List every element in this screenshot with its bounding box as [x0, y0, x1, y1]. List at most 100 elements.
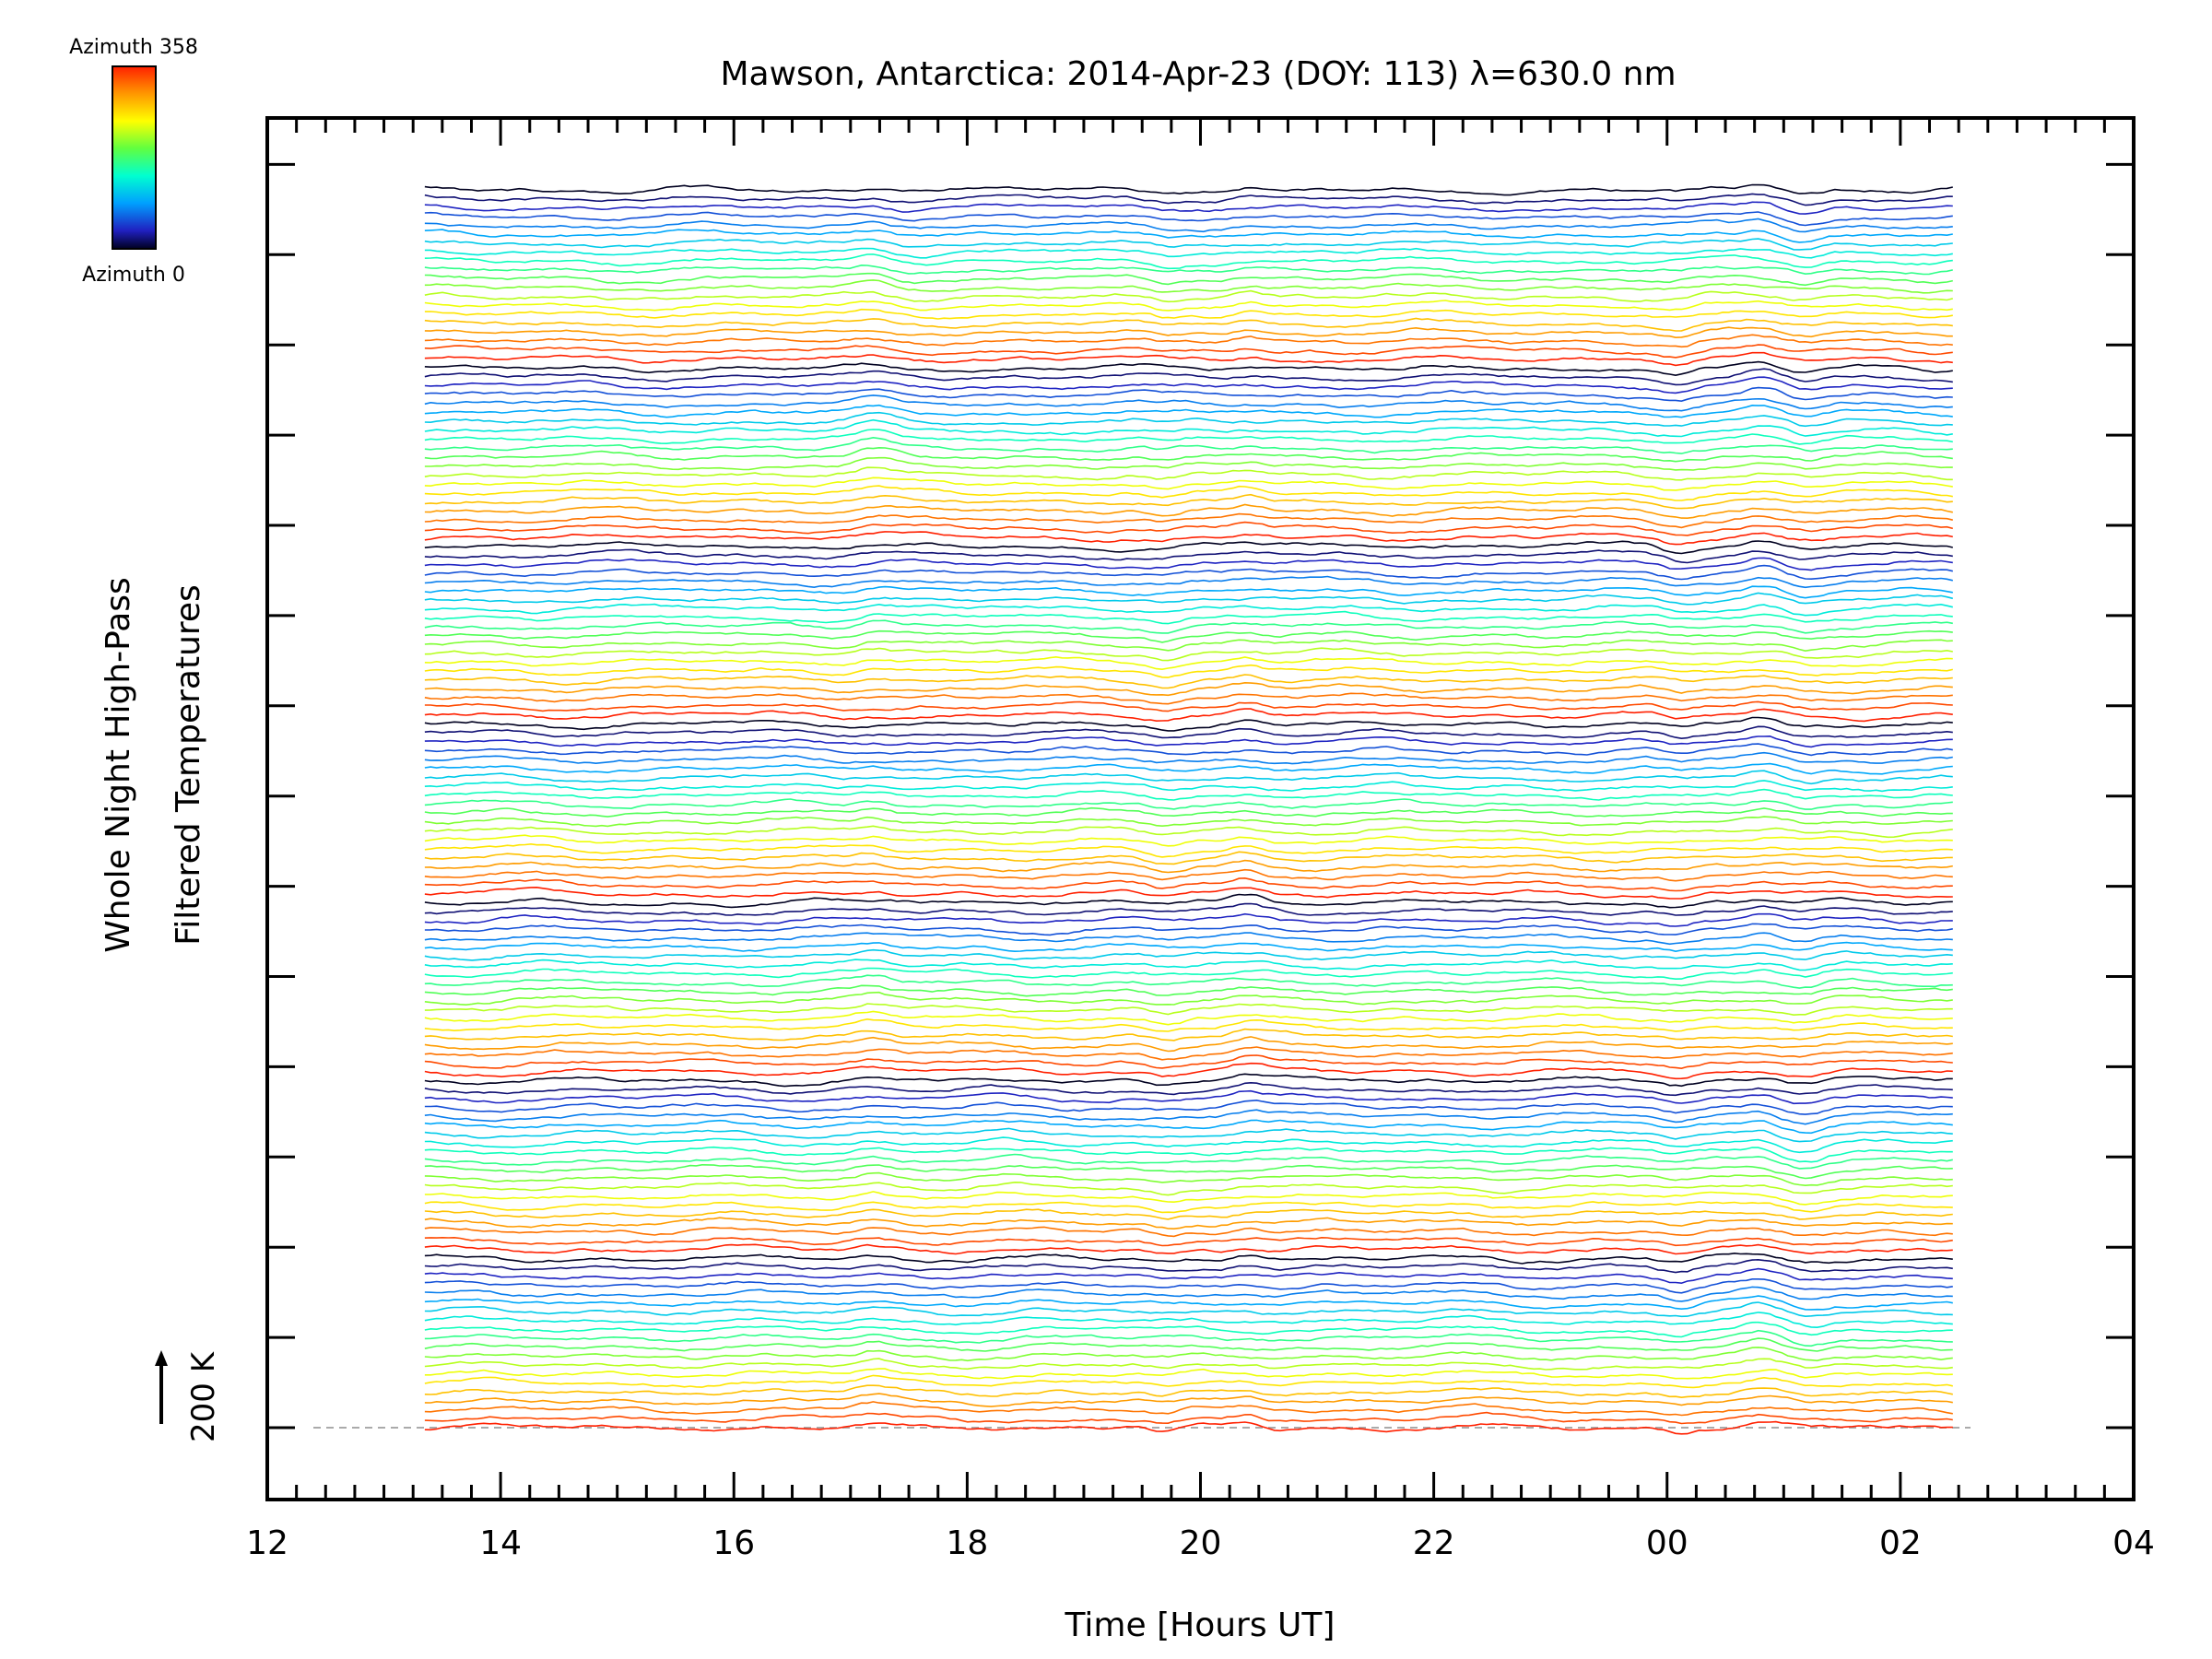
series-line — [424, 1295, 1953, 1311]
series-line — [424, 959, 1953, 971]
series-line — [424, 1146, 1953, 1163]
series-line — [424, 1368, 1953, 1380]
x-axis-title: Time [Hours UT] — [1065, 1606, 1335, 1644]
series-line — [424, 368, 1953, 386]
series-line — [424, 512, 1953, 529]
series-line — [424, 610, 1953, 625]
colorbar-bottom-label: Azimuth 0 — [82, 264, 185, 287]
series-line — [424, 253, 1953, 270]
series-line — [424, 708, 1953, 723]
series-line — [424, 1036, 1953, 1053]
series-line — [424, 575, 1953, 589]
series-line — [424, 264, 1953, 276]
series-line — [424, 1181, 1953, 1196]
series-line — [424, 1201, 1953, 1214]
series-line — [424, 1243, 1953, 1255]
series-line — [424, 834, 1953, 847]
series-line — [424, 984, 1953, 997]
series-line — [424, 902, 1953, 916]
series-line — [424, 1163, 1953, 1180]
series-line — [424, 743, 1953, 757]
series-line — [424, 1393, 1953, 1407]
series-line — [424, 211, 1953, 227]
series-line — [424, 798, 1953, 810]
series-line — [424, 967, 1953, 981]
series-line — [424, 1136, 1953, 1154]
series-line — [424, 1258, 1953, 1274]
series-line — [424, 681, 1953, 697]
series-line — [424, 429, 1953, 445]
series-line — [424, 238, 1953, 251]
series-line — [424, 485, 1953, 501]
series-line — [424, 639, 1953, 653]
scale-label: 200 K — [185, 1350, 222, 1442]
series-line — [424, 1119, 1953, 1135]
series-line — [424, 300, 1953, 312]
chart-title: Mawson, Antarctica: 2014-Apr-23 (DOY: 11… — [720, 55, 1676, 93]
series-line — [424, 716, 1953, 732]
series-line — [424, 1337, 1953, 1352]
x-tick-labels: 12 14 16 18 20 22 00 02 04 — [246, 1524, 2155, 1562]
series-line — [424, 1226, 1953, 1238]
series-line — [424, 360, 1953, 377]
series-line — [424, 344, 1953, 359]
series-line — [424, 247, 1953, 259]
series-line — [424, 326, 1953, 339]
scale-arrow-head — [155, 1350, 168, 1366]
x-tick-label: 00 — [1646, 1524, 1688, 1562]
series-line — [424, 1171, 1953, 1187]
series-line — [424, 446, 1953, 463]
series-line — [424, 725, 1953, 740]
series-line — [424, 1420, 1953, 1435]
series-line — [424, 1401, 1953, 1417]
series-line — [424, 886, 1953, 900]
colorbar-gradient — [112, 65, 157, 250]
series-line — [424, 317, 1953, 332]
series-line — [424, 1191, 1953, 1206]
series-line — [424, 780, 1953, 793]
series-line — [424, 923, 1953, 936]
series-line — [424, 585, 1953, 599]
series-line — [424, 1018, 1953, 1032]
series-line — [424, 1312, 1953, 1329]
y-axis-title-line2: Filtered Temperatures — [170, 584, 207, 946]
series-line — [424, 289, 1953, 303]
series-line — [424, 183, 1953, 196]
series-line — [424, 404, 1953, 418]
series-line — [424, 806, 1953, 818]
series-line — [424, 735, 1953, 748]
series-line — [424, 503, 1953, 520]
series-line — [424, 1109, 1953, 1125]
temperature-scale-indicator: 200 K — [155, 1350, 222, 1442]
series-line — [424, 842, 1953, 858]
series-line — [424, 1003, 1953, 1017]
series-line — [424, 418, 1953, 438]
series-line — [424, 700, 1953, 712]
series-line — [424, 603, 1953, 617]
x-tick-label: 14 — [479, 1524, 522, 1562]
x-tick-label: 18 — [946, 1524, 988, 1562]
series-line — [424, 1301, 1953, 1318]
series-line — [424, 351, 1953, 367]
series-line — [424, 1384, 1953, 1399]
series-line — [424, 436, 1953, 454]
colorbar: Azimuth 358 Azimuth 0 — [69, 36, 198, 287]
series-line — [424, 456, 1953, 471]
axis-ticks — [265, 118, 2136, 1500]
series-line — [424, 1347, 1953, 1362]
series-line — [424, 912, 1953, 927]
series-line — [424, 1374, 1953, 1389]
series-line — [424, 1236, 1953, 1247]
series-line — [424, 1267, 1953, 1285]
series-line — [424, 1329, 1953, 1347]
series-line — [424, 664, 1953, 678]
series-line — [424, 1252, 1953, 1265]
series-line — [424, 816, 1953, 828]
x-tick-label: 12 — [246, 1524, 288, 1562]
series-line — [424, 893, 1953, 909]
series-line — [424, 334, 1953, 348]
series-line — [424, 1153, 1953, 1170]
series-line — [424, 948, 1953, 961]
series-line — [424, 674, 1953, 689]
series-line — [424, 548, 1953, 564]
